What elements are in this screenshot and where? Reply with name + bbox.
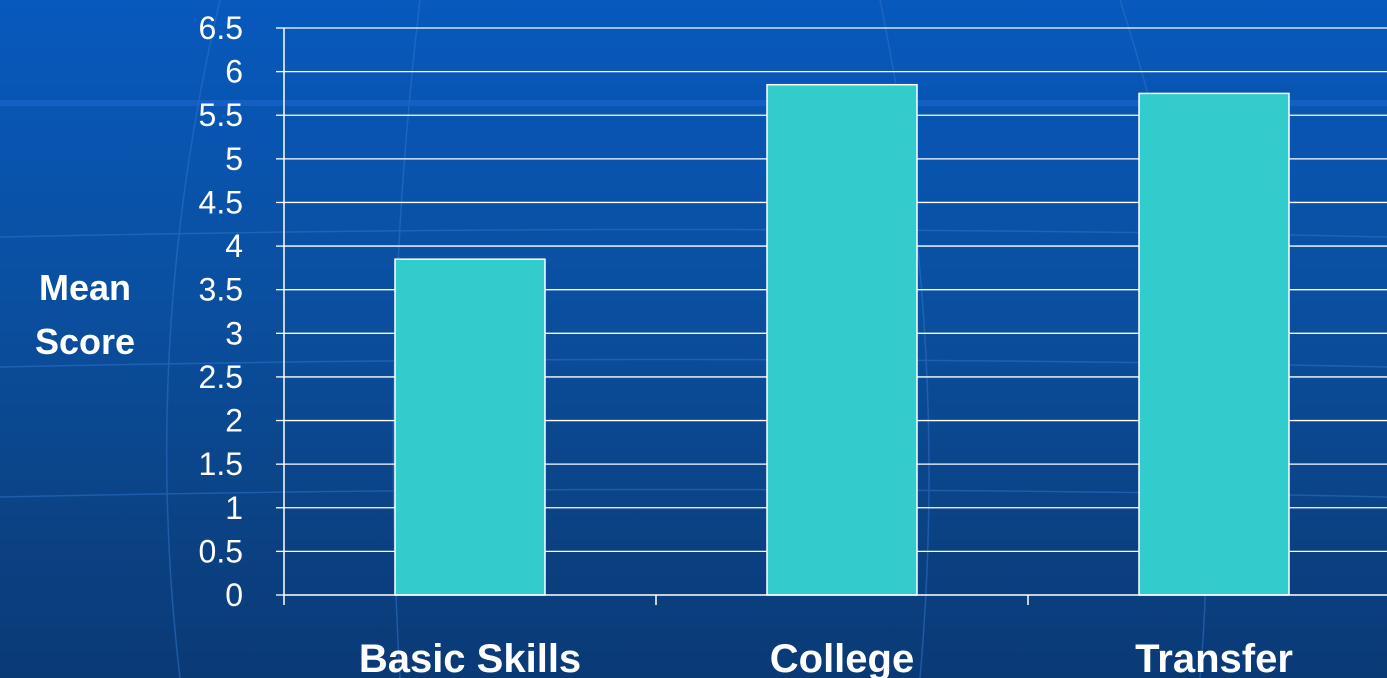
y-tick-label: 4.5 — [199, 184, 243, 220]
x-category-labels: Basic Skills College Transfer — [359, 637, 1293, 678]
x-category-label: Basic Skills — [359, 637, 581, 678]
y-tick-label: 6 — [225, 54, 243, 90]
y-axis-label-line-2: Score — [35, 321, 135, 362]
y-tick-label: 2.5 — [199, 359, 243, 395]
y-tick-label: 2 — [225, 403, 243, 439]
y-tick-label: 5 — [225, 141, 243, 177]
y-tick-label: 3 — [225, 315, 243, 351]
bar — [1138, 92, 1290, 596]
y-tick-label: 5.5 — [199, 97, 243, 133]
bar — [394, 258, 546, 596]
bars — [394, 83, 1290, 596]
y-tick-label: 0 — [225, 577, 243, 613]
y-axis-label-line-1: Mean — [39, 267, 131, 308]
y-tick-label: 0.5 — [199, 533, 243, 569]
x-category-label: College — [770, 637, 914, 678]
y-tick-label: 3.5 — [199, 272, 243, 308]
x-category-label: Transfer — [1135, 637, 1293, 678]
y-tick-label: 1.5 — [199, 446, 243, 482]
y-tick-label: 6.5 — [199, 10, 243, 46]
y-tick-label: 4 — [225, 228, 243, 264]
y-tick-label: 1 — [225, 490, 243, 526]
bar — [766, 83, 918, 596]
axes — [276, 27, 1387, 605]
y-tick-labels: 0 0.5 1 1.5 2 2.5 3 3.5 4 4.5 5 5.5 6 6.5 — [199, 10, 243, 613]
